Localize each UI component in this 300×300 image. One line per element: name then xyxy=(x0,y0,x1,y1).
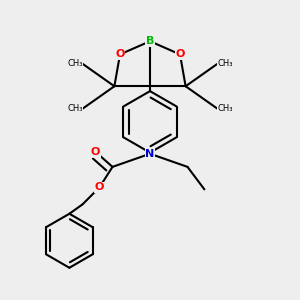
Text: N: N xyxy=(146,149,154,159)
Text: O: O xyxy=(115,50,125,59)
Text: O: O xyxy=(91,147,100,157)
Text: CH₃: CH₃ xyxy=(67,104,83,113)
Text: CH₃: CH₃ xyxy=(67,59,83,68)
Text: O: O xyxy=(175,50,185,59)
Text: O: O xyxy=(95,182,104,193)
Text: CH₃: CH₃ xyxy=(218,59,233,68)
Text: CH₃: CH₃ xyxy=(218,104,233,113)
Text: B: B xyxy=(146,36,154,46)
